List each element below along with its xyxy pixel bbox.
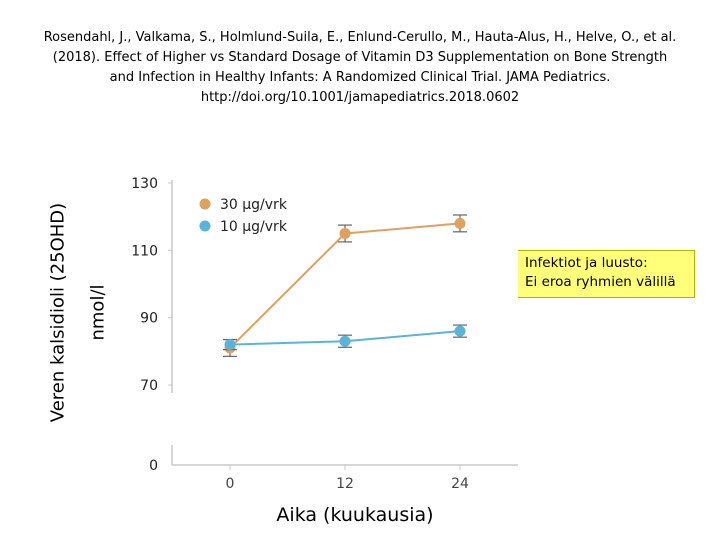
callout-line-1: Infektiot ja luusto: (525, 255, 648, 271)
citation-line-2: (2018). Effect of Higher vs Standard Dos… (52, 50, 668, 65)
callout-line-2: Ei eroa ryhmien välillä (525, 274, 676, 290)
legend-marker (199, 220, 211, 232)
citation-line-4: http://doi.org/10.1001/jamapediatrics.20… (200, 90, 520, 105)
x-axis-label: Aika (kuukausia) (276, 504, 434, 526)
y-tick-label: 70 (140, 378, 158, 394)
data-point (454, 325, 466, 337)
citation: Rosendahl, J., Valkama, S., Holmlund-Sui… (10, 28, 710, 108)
citation-line-1: Rosendahl, J., Valkama, S., Holmlund-Sui… (43, 30, 677, 45)
legend-label: 30 µg/vrk (220, 197, 288, 213)
y-tick-label: 130 (131, 176, 158, 192)
x-tick-label: 0 (226, 476, 235, 492)
data-point (339, 335, 351, 347)
citation-line-3: and Infection in Healthy Infants: A Rand… (109, 70, 611, 85)
data-point (339, 228, 351, 239)
data-point (454, 217, 466, 229)
x-tick-label: 24 (451, 476, 469, 492)
x-tick-label: 12 (336, 476, 354, 492)
y-tick-label: 90 (140, 311, 158, 327)
data-point (224, 339, 236, 351)
legend-marker (199, 198, 211, 210)
legend-label: 10 µg/vrk (220, 219, 288, 235)
y-tick-label: 0 (149, 458, 158, 474)
y-tick-label: 110 (131, 243, 158, 259)
